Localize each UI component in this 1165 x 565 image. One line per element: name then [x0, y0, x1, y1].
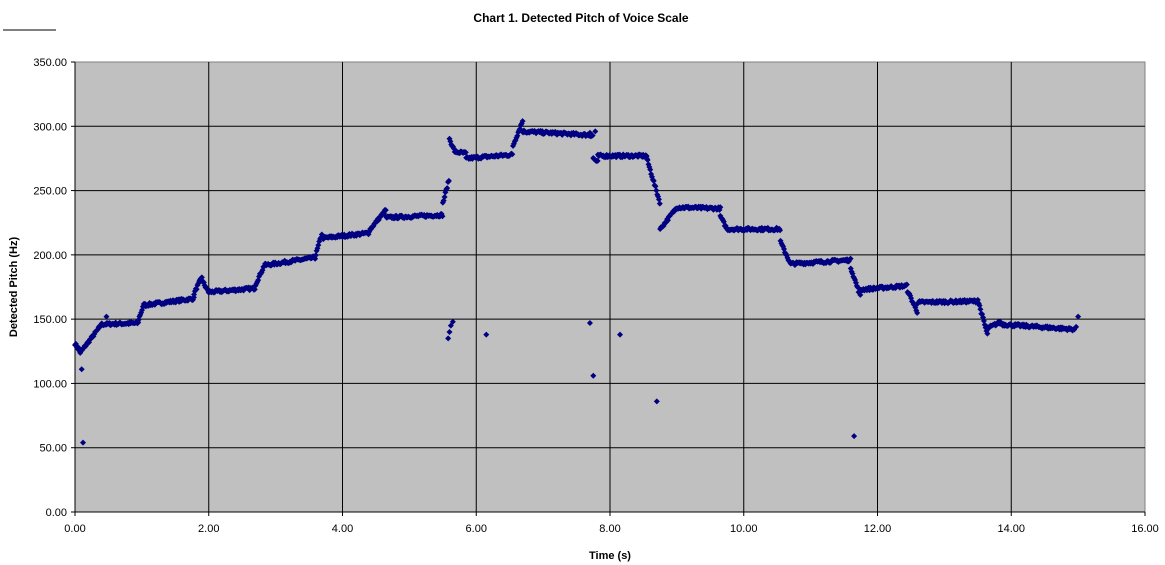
- data-point: [312, 252, 319, 259]
- data-point: [441, 194, 448, 201]
- data-point: [586, 129, 593, 136]
- data-point: [847, 255, 854, 262]
- y-tick-label: 50.00: [39, 443, 67, 455]
- data-point: [653, 187, 660, 194]
- data-point: [617, 331, 624, 338]
- x-tick-label: 8.00: [599, 523, 620, 535]
- y-tick-label: 250.00: [33, 186, 67, 198]
- x-tick-label: 16.00: [1131, 523, 1159, 535]
- data-point: [439, 213, 446, 220]
- data-point: [198, 274, 205, 281]
- data-point: [592, 128, 599, 135]
- data-point: [250, 284, 257, 291]
- data-point: [977, 306, 984, 313]
- data-point: [483, 331, 490, 338]
- data-point: [462, 149, 469, 156]
- data-point: [1075, 313, 1082, 320]
- x-tick-label: 4.00: [332, 523, 353, 535]
- x-axis-title: Time (s): [589, 550, 631, 562]
- data-point: [590, 372, 597, 379]
- data-point: [445, 177, 452, 184]
- data-point: [650, 177, 657, 184]
- grid-lines: [74, 62, 1145, 513]
- y-tick-labels: 0.00 50.00 100.00 150.00 200.00 250.00 300.00 3…: [33, 57, 75, 519]
- data-point: [445, 335, 452, 342]
- data-point: [653, 398, 660, 405]
- x-tick-labels: 0.00 2.00 4.00 6.00 8.00 10.00 12.00 14.00 16.00: [64, 512, 1159, 535]
- data-point: [142, 303, 149, 310]
- data-point: [851, 433, 858, 440]
- data-point: [509, 151, 516, 158]
- data-point: [382, 207, 389, 214]
- x-tick-label: 6.00: [466, 523, 487, 535]
- y-axis-title: Detected Pitch (Hz): [8, 237, 20, 338]
- y-tick-label: 150.00: [33, 314, 67, 326]
- data-point: [586, 320, 593, 326]
- x-tick-label: 0.00: [64, 523, 85, 535]
- x-tick-label: 12.00: [864, 523, 892, 535]
- data-point: [519, 118, 526, 125]
- data-point: [647, 166, 654, 173]
- y-tick-label: 300.00: [33, 121, 67, 133]
- data-point: [1073, 323, 1080, 330]
- data-point: [777, 227, 784, 234]
- data-point: [914, 309, 921, 316]
- x-tick-label: 10.00: [730, 523, 758, 535]
- data-point: [75, 344, 82, 351]
- data-point: [652, 183, 659, 190]
- data-point: [903, 281, 910, 288]
- data-point: [644, 156, 651, 163]
- data-point: [857, 291, 864, 298]
- data-point: [78, 366, 85, 373]
- y-tick-label: 0.00: [46, 507, 67, 519]
- data-point: [984, 330, 991, 337]
- data-point: [446, 329, 453, 335]
- data-points: [72, 118, 1082, 446]
- chart-title: Chart 1. Detected Pitch of Voice Scale: [473, 11, 689, 25]
- data-point: [193, 286, 200, 293]
- y-tick-label: 100.00: [33, 378, 67, 390]
- data-point: [251, 286, 258, 293]
- data-point: [655, 196, 662, 203]
- data-point: [80, 439, 87, 446]
- data-point: [449, 318, 456, 325]
- x-tick-label: 14.00: [997, 523, 1025, 535]
- y-tick-label: 350.00: [33, 57, 67, 69]
- data-point: [656, 200, 663, 207]
- y-tick-label: 200.00: [33, 250, 67, 262]
- x-tick-label: 2.00: [198, 523, 219, 535]
- data-point: [594, 157, 601, 164]
- data-point: [444, 185, 451, 192]
- data-point: [717, 204, 724, 211]
- data-point: [103, 313, 110, 320]
